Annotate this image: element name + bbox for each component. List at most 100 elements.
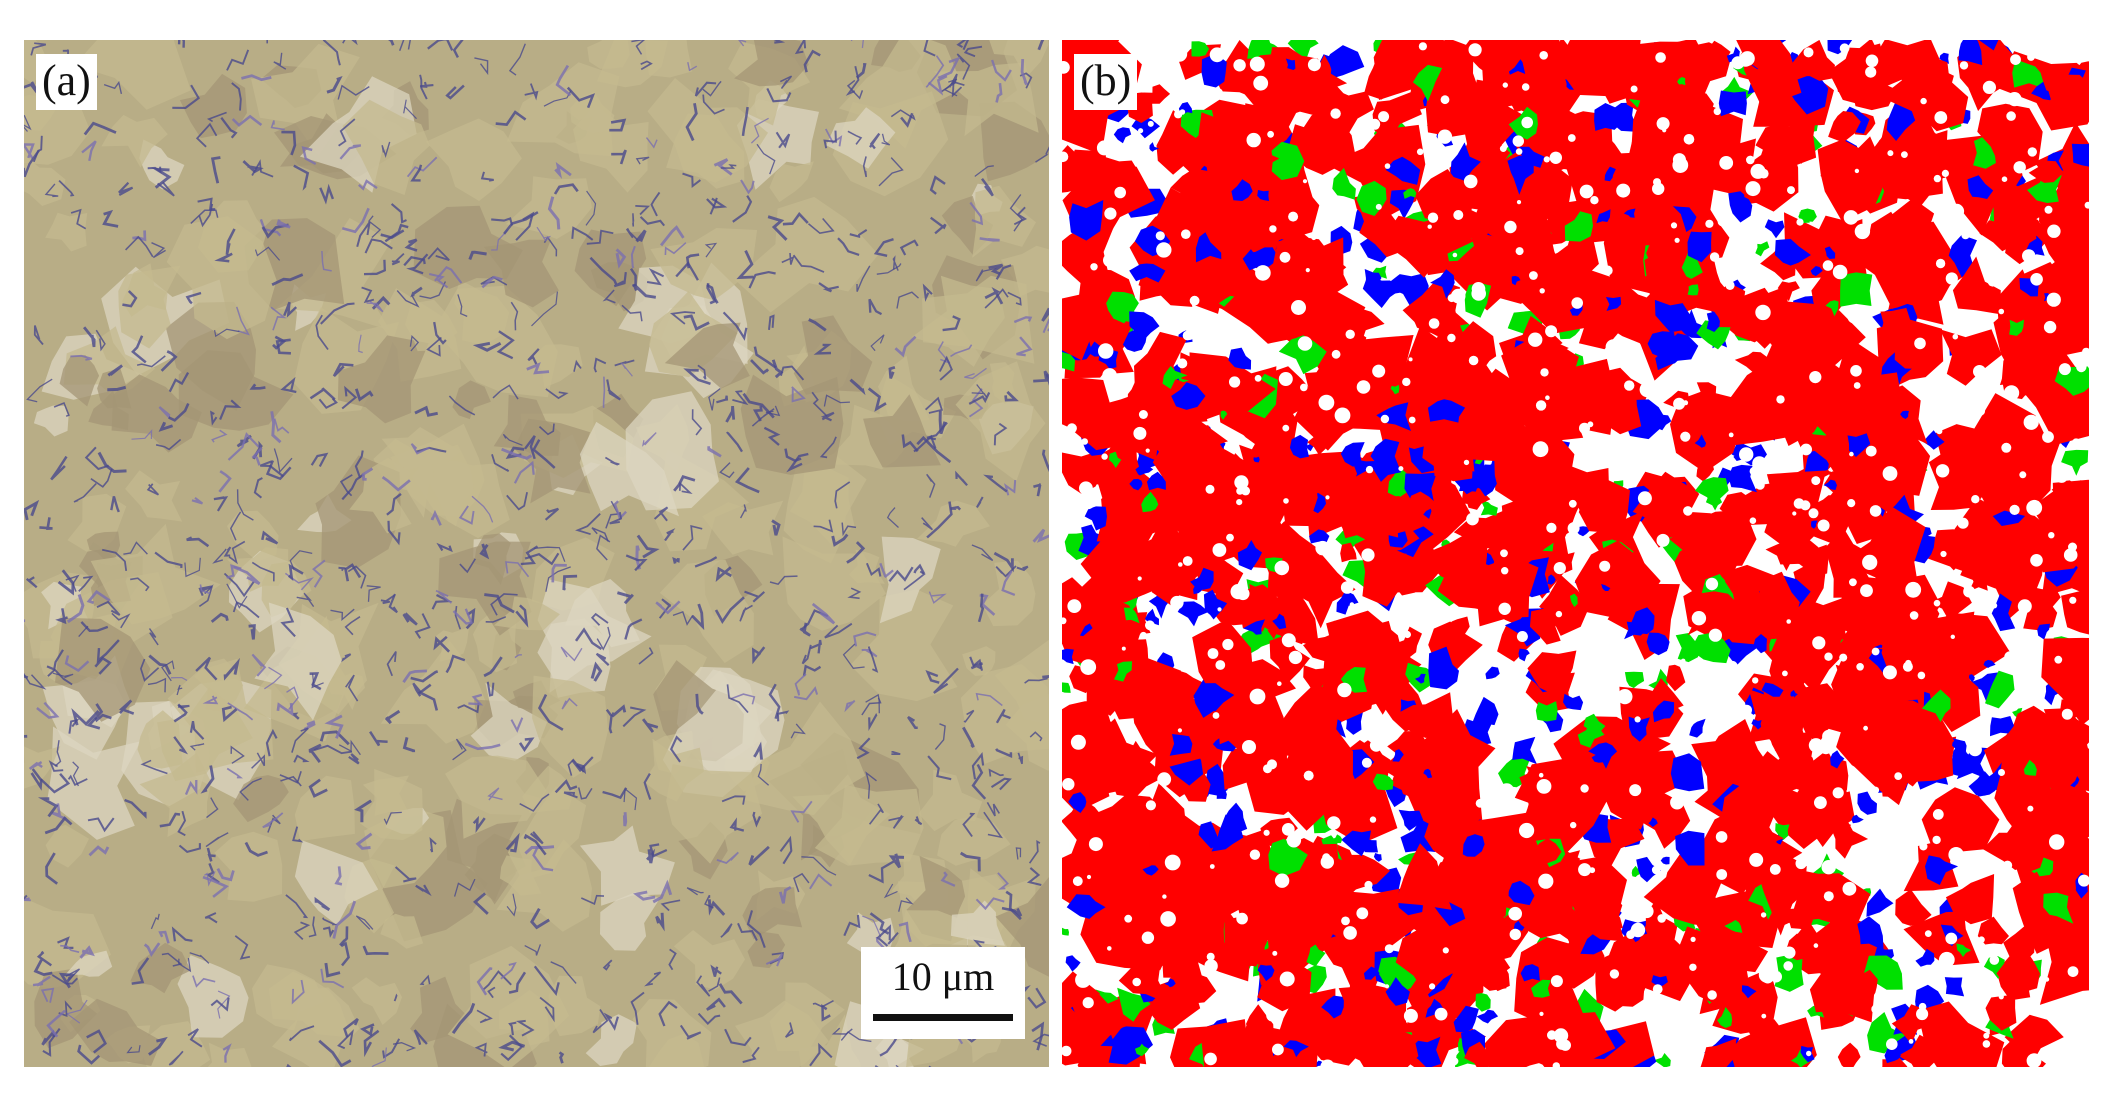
phase-gap	[1436, 158, 1446, 167]
phase-gap	[1656, 533, 1670, 547]
phase-region	[1746, 45, 1788, 84]
phase-gap	[1516, 631, 1528, 642]
grain-boundary	[248, 624, 256, 640]
grain-boundary	[590, 661, 603, 682]
phase-gap	[1212, 543, 1227, 557]
grain-boundary	[430, 509, 442, 526]
grain-boundary	[550, 961, 577, 984]
grain-boundary	[900, 112, 914, 128]
phase-gap	[1246, 132, 1261, 148]
phase-region	[1624, 671, 1645, 689]
phase-gap	[1973, 365, 1986, 378]
grain-boundary	[995, 264, 1012, 280]
phase-gap	[1181, 229, 1191, 239]
phase-gap	[1680, 431, 1691, 442]
grain-boundary	[363, 1029, 380, 1058]
phase-region	[1788, 909, 1813, 930]
grain-boundary	[345, 674, 359, 702]
grain-boundary	[990, 777, 1012, 791]
phase-gap	[1793, 498, 1805, 509]
phase-gap	[1670, 795, 1685, 810]
grain-boundary	[496, 330, 515, 360]
grain-boundary	[410, 670, 439, 683]
grain-boundary	[635, 229, 647, 243]
grain-patch	[848, 549, 885, 584]
grain-boundary	[492, 384, 519, 400]
phase-gap	[2014, 264, 2020, 270]
grain-boundary	[748, 270, 776, 289]
grain-boundary	[355, 832, 373, 850]
grain-boundary	[118, 181, 134, 197]
phase-gap	[1839, 653, 1848, 662]
phase-gap	[1398, 466, 1404, 472]
phase-gap	[1546, 522, 1557, 533]
grain-boundary	[1033, 483, 1042, 497]
grain-boundary	[414, 613, 431, 639]
phase-gap	[1689, 963, 1697, 971]
phase-gap	[1843, 210, 1859, 225]
phase-region	[1062, 797, 1107, 846]
grain-boundary	[844, 699, 856, 713]
phase-gap	[1761, 971, 1774, 984]
phase-region	[1141, 491, 1159, 513]
phase-gap	[1978, 936, 1985, 943]
phase-gap	[1553, 562, 1566, 575]
phase-gap	[1403, 630, 1411, 639]
grain-boundary	[84, 446, 110, 471]
phase-gap	[2036, 40, 2053, 51]
phase-region	[1781, 683, 1853, 736]
phase-gap	[1624, 380, 1635, 391]
phase-gap	[1783, 946, 1796, 959]
grain-boundary	[888, 853, 905, 869]
grain-boundary	[410, 286, 423, 298]
grain-boundary	[707, 899, 726, 916]
phase-region	[1985, 994, 2017, 1031]
phase-region	[1724, 920, 1743, 933]
phase-region	[1382, 553, 1408, 584]
grain-boundary	[148, 654, 172, 675]
grain-boundary	[402, 612, 418, 626]
grain-boundary	[716, 851, 739, 865]
grain-boundary	[682, 172, 702, 188]
phase-region	[2060, 939, 2089, 980]
phase-region	[1109, 740, 1166, 798]
grain-boundary	[309, 672, 322, 691]
grain-boundary	[515, 1019, 535, 1037]
phase-gap	[1559, 1039, 1571, 1051]
grain-boundary	[341, 207, 370, 234]
grain-boundary	[406, 253, 429, 275]
scale-bar: 10 μm	[861, 947, 1025, 1039]
phase-gap	[1177, 728, 1182, 733]
phase-gap	[1288, 650, 1303, 665]
grain-boundary	[841, 522, 857, 537]
grain-boundary	[148, 628, 159, 646]
phase-gap	[1535, 400, 1547, 411]
grain-boundary	[887, 932, 899, 945]
phase-region	[1476, 1009, 1499, 1024]
phase-gap	[1434, 1007, 1448, 1021]
phase-region	[1666, 664, 1686, 692]
grain-patch	[254, 602, 342, 721]
phase-gap	[1318, 394, 1335, 411]
phase-gap	[1067, 599, 1082, 613]
grain-boundary	[979, 237, 1000, 242]
phase-gap	[1209, 864, 1215, 869]
grain-boundary	[364, 238, 393, 254]
grain-boundary	[264, 666, 283, 690]
grain-boundary	[537, 694, 564, 731]
grain-patch	[90, 523, 221, 625]
phase-region	[1222, 275, 1312, 344]
phase-gap	[1408, 357, 1413, 362]
grain-boundary	[646, 268, 665, 286]
phase-gap	[1075, 972, 1091, 988]
grain-boundary	[613, 271, 627, 288]
grain-boundary	[402, 737, 416, 753]
phase-gap	[1639, 382, 1655, 398]
grain-patch	[470, 682, 548, 761]
phase-gap	[1171, 66, 1177, 72]
phase-region	[1517, 479, 1583, 526]
grain-boundary	[387, 520, 401, 546]
grain-boundary	[518, 737, 535, 753]
phase-region	[1915, 948, 1935, 967]
grain-boundary	[562, 574, 578, 591]
